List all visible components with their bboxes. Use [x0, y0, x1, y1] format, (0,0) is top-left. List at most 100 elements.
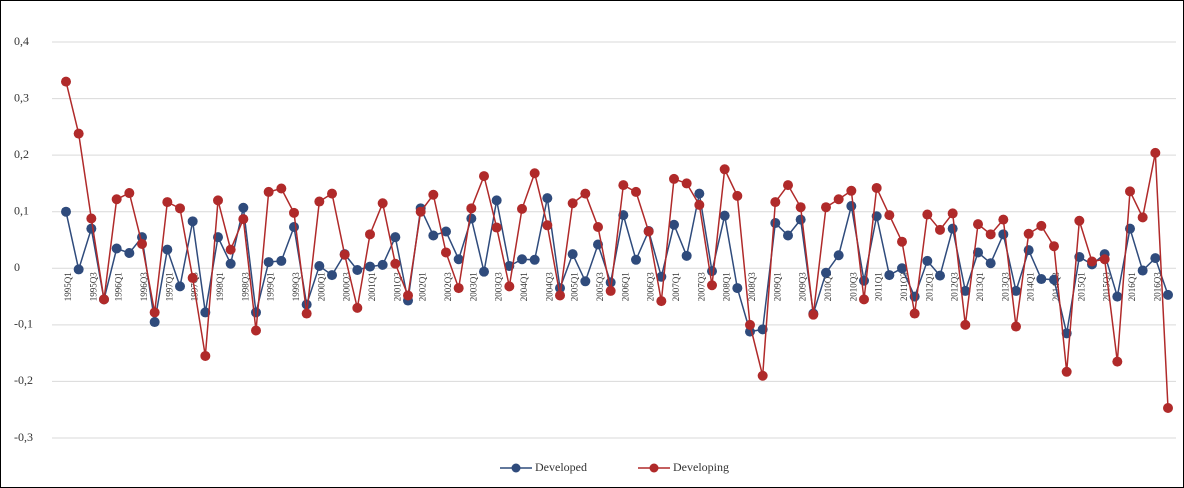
- point: [580, 188, 591, 199]
- x-tick-label: 2007Q3: [696, 272, 706, 301]
- point: [542, 220, 553, 231]
- point: [200, 350, 211, 361]
- x-tick-label: 2008Q1: [722, 272, 732, 301]
- x-tick-label: 1996Q1: [114, 272, 124, 301]
- point: [314, 261, 325, 272]
- point: [327, 188, 337, 199]
- point: [187, 216, 198, 227]
- point: [1099, 254, 1110, 265]
- point: [137, 238, 147, 249]
- point: [365, 229, 375, 240]
- point: [453, 283, 464, 294]
- point: [377, 198, 388, 209]
- x-tick-label: 1996Q3: [139, 272, 149, 301]
- y-tick-label: -0,3: [14, 430, 33, 444]
- point: [618, 180, 629, 191]
- point: [1163, 403, 1173, 414]
- point: [1036, 274, 1047, 285]
- point: [238, 214, 249, 225]
- point: [947, 208, 958, 219]
- point: [656, 296, 667, 307]
- point: [593, 221, 603, 232]
- y-tick-label: 0,1: [14, 203, 29, 217]
- point: [529, 168, 540, 179]
- series-line: [65, 193, 1169, 334]
- point: [479, 171, 489, 182]
- x-tick-label: 2010Q3: [848, 272, 858, 301]
- y-tick-label: 0: [14, 260, 20, 274]
- point: [162, 244, 173, 255]
- y-tick-label: 0,2: [14, 147, 29, 161]
- x-tick-label: 2000Q1: [316, 272, 326, 301]
- point: [339, 249, 350, 260]
- point: [263, 257, 274, 268]
- legend-label: Developing: [673, 460, 729, 474]
- point: [365, 261, 375, 272]
- x-tick-label: 2007Q1: [671, 272, 681, 301]
- point: [1137, 212, 1148, 223]
- point: [441, 226, 451, 237]
- point: [1011, 285, 1021, 296]
- point: [922, 255, 933, 266]
- x-tick-label: 2004Q1: [519, 272, 529, 301]
- point: [669, 173, 679, 184]
- point: [479, 266, 489, 277]
- x-tick-label: 2011Q1: [874, 272, 884, 301]
- point: [567, 198, 578, 209]
- x-tick-label: 2005Q3: [595, 272, 605, 301]
- point: [732, 283, 743, 294]
- point: [73, 264, 84, 275]
- point: [580, 276, 591, 287]
- point: [846, 201, 857, 212]
- point: [631, 254, 641, 265]
- point: [175, 281, 185, 292]
- point: [491, 195, 502, 206]
- y-tick-label: 0,3: [14, 90, 29, 104]
- point: [352, 302, 363, 313]
- point: [897, 263, 907, 274]
- point: [149, 307, 160, 318]
- point: [73, 128, 84, 139]
- point: [314, 196, 325, 207]
- x-tick-label: 2015Q3: [1102, 272, 1112, 301]
- x-tick-label: 2015Q1: [1076, 272, 1086, 301]
- x-tick-label: 2004Q3: [544, 272, 554, 301]
- point: [631, 186, 641, 197]
- point: [694, 188, 705, 199]
- x-tick-label: 2000Q3: [342, 272, 352, 301]
- x-tick-label: 2002Q1: [418, 272, 428, 301]
- point: [86, 223, 97, 234]
- x-tick-label: 2006Q1: [620, 272, 630, 301]
- x-tick-label: 1995Q1: [63, 272, 73, 301]
- point: [909, 308, 920, 319]
- point: [681, 178, 692, 189]
- point: [669, 219, 679, 230]
- point: [1023, 245, 1034, 256]
- point: [745, 319, 755, 330]
- legend-marker: [511, 463, 521, 473]
- x-tick-label: 2012Q3: [950, 272, 960, 301]
- x-tick-label: 2008Q3: [747, 272, 757, 301]
- point: [276, 183, 287, 194]
- point: [985, 229, 996, 240]
- point: [795, 214, 806, 225]
- point: [1163, 289, 1173, 300]
- x-tick-label: 1995Q3: [88, 272, 98, 301]
- point: [529, 254, 540, 265]
- point: [859, 275, 869, 286]
- point: [517, 203, 527, 214]
- point: [251, 307, 261, 318]
- point: [719, 210, 730, 221]
- point: [99, 294, 109, 305]
- point: [973, 219, 983, 230]
- point: [1150, 147, 1161, 158]
- point: [922, 209, 933, 220]
- point: [1074, 215, 1085, 226]
- x-tick-label: 2016Q3: [1152, 272, 1162, 301]
- point: [111, 194, 122, 205]
- point: [935, 224, 945, 235]
- y-tick-label: -0,1: [14, 317, 33, 331]
- point: [441, 247, 451, 258]
